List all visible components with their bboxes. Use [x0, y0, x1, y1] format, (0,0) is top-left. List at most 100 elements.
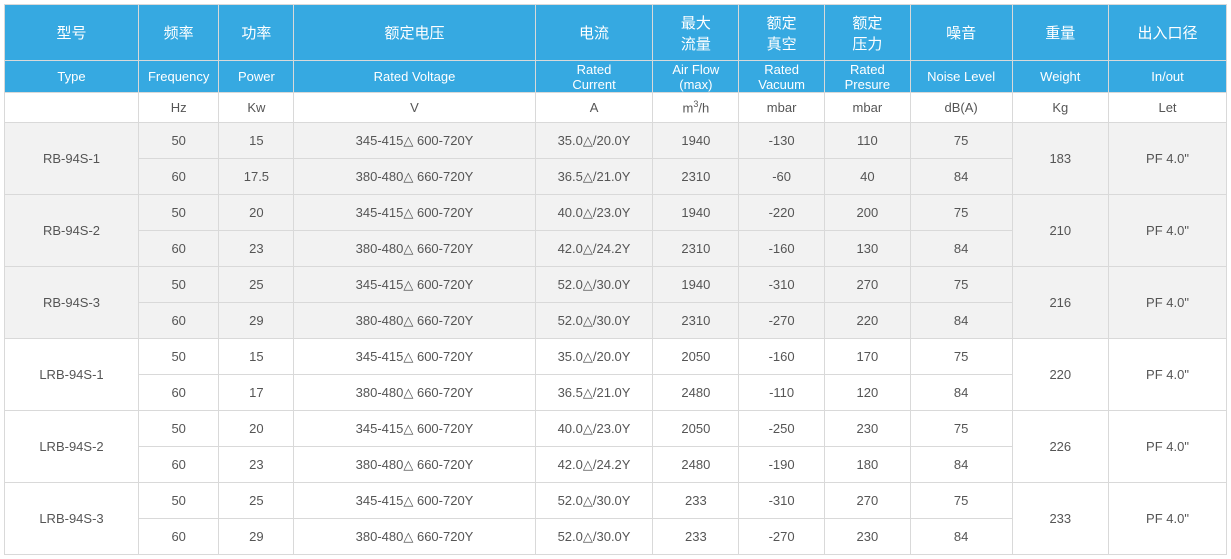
cell-pressure: 180	[824, 447, 910, 483]
unit-type	[5, 93, 139, 123]
cell-freq: 60	[138, 231, 218, 267]
unit-current: A	[535, 93, 653, 123]
cell-power: 25	[219, 483, 294, 519]
cell-freq: 60	[138, 303, 218, 339]
cell-noise: 84	[910, 159, 1012, 195]
cell-power: 23	[219, 447, 294, 483]
unit-inout: Let	[1109, 93, 1227, 123]
th-noise-cn: 噪音	[910, 5, 1012, 61]
cell-vacuum: -220	[739, 195, 825, 231]
th-inout-en: In/out	[1109, 61, 1227, 93]
cell-freq: 60	[138, 375, 218, 411]
cell-freq: 50	[138, 267, 218, 303]
cell-voltage: 380-480△ 660-720Y	[294, 519, 535, 555]
cell-airflow: 2050	[653, 411, 739, 447]
cell-type: LRB-94S-2	[5, 411, 139, 483]
cell-noise: 75	[910, 411, 1012, 447]
cell-noise: 75	[910, 483, 1012, 519]
cell-current: 52.0△/30.0Y	[535, 519, 653, 555]
unit-pressure: mbar	[824, 93, 910, 123]
cell-airflow: 2050	[653, 339, 739, 375]
cell-power: 15	[219, 123, 294, 159]
cell-airflow: 2310	[653, 231, 739, 267]
cell-noise: 84	[910, 447, 1012, 483]
cell-inout: PF 4.0"	[1109, 483, 1227, 555]
cell-airflow: 233	[653, 519, 739, 555]
cell-current: 40.0△/23.0Y	[535, 411, 653, 447]
th-voltage-cn: 额定电压	[294, 5, 535, 61]
cell-weight: 233	[1012, 483, 1108, 555]
cell-inout: PF 4.0"	[1109, 123, 1227, 195]
cell-pressure: 230	[824, 519, 910, 555]
cell-vacuum: -250	[739, 411, 825, 447]
table-row: RB-94S-15015345-415△ 600-720Y35.0△/20.0Y…	[5, 123, 1227, 159]
cell-type: LRB-94S-3	[5, 483, 139, 555]
cell-pressure: 270	[824, 483, 910, 519]
cell-current: 35.0△/20.0Y	[535, 123, 653, 159]
cell-voltage: 345-415△ 600-720Y	[294, 339, 535, 375]
cell-airflow: 2480	[653, 447, 739, 483]
cell-pressure: 270	[824, 267, 910, 303]
cell-airflow: 1940	[653, 267, 739, 303]
unit-vacuum: mbar	[739, 93, 825, 123]
unit-airflow: m3/h	[653, 93, 739, 123]
cell-power: 17.5	[219, 159, 294, 195]
cell-airflow: 1940	[653, 195, 739, 231]
cell-power: 25	[219, 267, 294, 303]
cell-voltage: 380-480△ 660-720Y	[294, 231, 535, 267]
table-row: RB-94S-25020345-415△ 600-720Y40.0△/23.0Y…	[5, 195, 1227, 231]
cell-current: 36.5△/21.0Y	[535, 375, 653, 411]
cell-vacuum: -270	[739, 519, 825, 555]
unit-row: Hz Kw V A m3/h mbar mbar dB(A) Kg Let	[5, 93, 1227, 123]
cell-airflow: 2310	[653, 303, 739, 339]
cell-airflow: 1940	[653, 123, 739, 159]
cell-power: 23	[219, 231, 294, 267]
th-freq-cn: 频率	[138, 5, 218, 61]
cell-vacuum: -190	[739, 447, 825, 483]
cell-power: 20	[219, 195, 294, 231]
cell-current: 36.5△/21.0Y	[535, 159, 653, 195]
cell-current: 52.0△/30.0Y	[535, 303, 653, 339]
cell-voltage: 345-415△ 600-720Y	[294, 267, 535, 303]
cell-vacuum: -130	[739, 123, 825, 159]
header-row-en: Type Frequency Power Rated Voltage Rated…	[5, 61, 1227, 93]
table-row: LRB-94S-35025345-415△ 600-720Y52.0△/30.0…	[5, 483, 1227, 519]
table-row: LRB-94S-25020345-415△ 600-720Y40.0△/23.0…	[5, 411, 1227, 447]
th-airflow-en: Air Flow(max)	[653, 61, 739, 93]
cell-noise: 84	[910, 375, 1012, 411]
th-type-en: Type	[5, 61, 139, 93]
cell-voltage: 345-415△ 600-720Y	[294, 123, 535, 159]
th-voltage-en: Rated Voltage	[294, 61, 535, 93]
cell-power: 29	[219, 519, 294, 555]
cell-freq: 60	[138, 519, 218, 555]
cell-pressure: 40	[824, 159, 910, 195]
cell-current: 40.0△/23.0Y	[535, 195, 653, 231]
th-current-cn: 电流	[535, 5, 653, 61]
cell-airflow: 2310	[653, 159, 739, 195]
cell-vacuum: -310	[739, 483, 825, 519]
header-row-cn: 型号 频率 功率 额定电压 电流 最大流量 额定真空 额定压力 噪音 重量 出入…	[5, 5, 1227, 61]
cell-weight: 183	[1012, 123, 1108, 195]
cell-freq: 50	[138, 123, 218, 159]
cell-pressure: 230	[824, 411, 910, 447]
unit-weight: Kg	[1012, 93, 1108, 123]
cell-pressure: 130	[824, 231, 910, 267]
cell-current: 42.0△/24.2Y	[535, 231, 653, 267]
unit-noise: dB(A)	[910, 93, 1012, 123]
th-weight-en: Weight	[1012, 61, 1108, 93]
cell-voltage: 345-415△ 600-720Y	[294, 483, 535, 519]
th-noise-en: Noise Level	[910, 61, 1012, 93]
cell-vacuum: -310	[739, 267, 825, 303]
cell-pressure: 200	[824, 195, 910, 231]
cell-inout: PF 4.0"	[1109, 195, 1227, 267]
cell-freq: 50	[138, 411, 218, 447]
cell-type: RB-94S-2	[5, 195, 139, 267]
cell-power: 17	[219, 375, 294, 411]
cell-weight: 220	[1012, 339, 1108, 411]
cell-noise: 84	[910, 519, 1012, 555]
cell-vacuum: -270	[739, 303, 825, 339]
cell-freq: 50	[138, 195, 218, 231]
cell-power: 20	[219, 411, 294, 447]
th-power-cn: 功率	[219, 5, 294, 61]
cell-current: 52.0△/30.0Y	[535, 267, 653, 303]
